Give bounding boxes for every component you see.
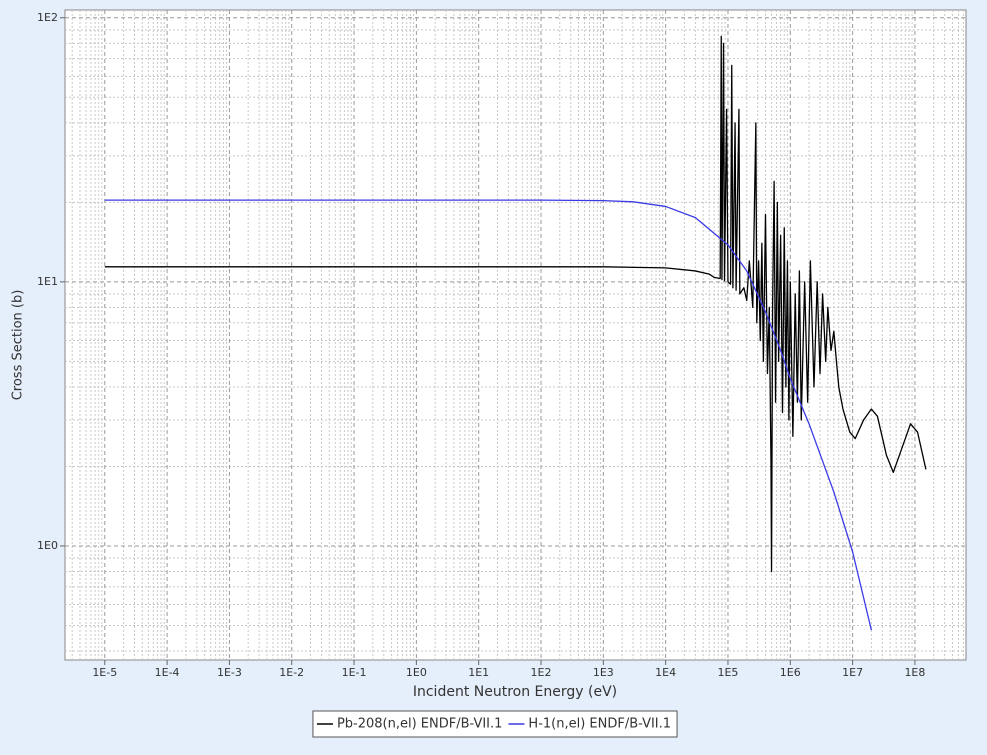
y-axis-label: Cross Section (b): [11, 290, 26, 401]
series-line: [104, 35, 927, 573]
y-tick-label: 1E2: [37, 11, 58, 24]
legend-label: H-1(n,el) ENDF/B-VII.1: [528, 717, 671, 732]
x-tick-label: 1E4: [655, 666, 676, 679]
x-tick-label: 1E-1: [342, 666, 367, 679]
x-tick-label: 1E1: [468, 666, 489, 679]
x-tick-label: 1E8: [904, 666, 925, 679]
x-tick-label: 1E-4: [155, 666, 180, 679]
y-tick-label: 1E1: [37, 275, 58, 288]
plot-area: [64, 9, 967, 661]
x-tick-label: 1E6: [780, 666, 801, 679]
series-line: [104, 199, 873, 631]
x-tick-label: 1E-3: [217, 666, 242, 679]
y-tick-label: 1E0: [37, 539, 58, 552]
x-tick-label: 1E0: [406, 666, 427, 679]
legend-box: [312, 710, 678, 738]
x-tick-label: 1E7: [842, 666, 863, 679]
x-tick-label: 1E-5: [92, 666, 117, 679]
x-tick-label: 1E-2: [279, 666, 304, 679]
minor-grid: [65, 10, 966, 660]
x-tick-label: 1E5: [717, 666, 738, 679]
legend: Pb-208(n,el) ENDF/B-VII.1 H-1(n,el) ENDF/…: [312, 710, 678, 738]
x-tick-label: 1E2: [531, 666, 552, 679]
legend-label: Pb-208(n,el) ENDF/B-VII.1: [337, 717, 502, 732]
x-tick-label: 1E3: [593, 666, 614, 679]
x-axis-label: Incident Neutron Energy (eV): [413, 684, 617, 700]
